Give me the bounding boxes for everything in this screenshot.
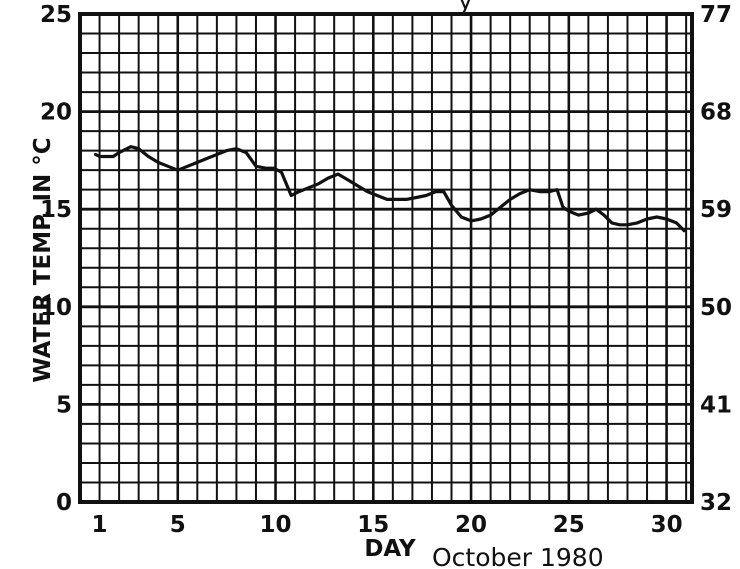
y2-tick-label: 59 (700, 197, 732, 223)
x-axis-ticks: 1 5 10 15 20 25 30 (92, 512, 683, 538)
y2-tick-label: 77 (700, 2, 732, 28)
y-tick-label: 10 (40, 295, 72, 321)
x-axis-title: DAY (364, 536, 416, 562)
plot-frame (78, 12, 694, 504)
y-tick-label: 5 (56, 392, 72, 418)
x-tick-label: 25 (553, 512, 585, 538)
y-tick-label: 25 (40, 2, 72, 28)
chart-caption: October 1980 (432, 543, 604, 569)
x-tick-label: 15 (357, 512, 389, 538)
x-tick-label: 10 (260, 512, 292, 538)
y2-tick-label: 50 (700, 295, 732, 321)
y-axis-title: WATER TEMP. IN °C (30, 137, 56, 382)
y-tick-label: 0 (56, 490, 72, 516)
grid (80, 14, 692, 502)
series-lines (94, 145, 686, 233)
y-tick-label: 15 (40, 197, 72, 223)
x-tick-label: 20 (455, 512, 487, 538)
x-tick-label: 5 (170, 512, 186, 538)
secondary-y-axis-ticks: 32 41 50 59 68 77 (700, 2, 732, 516)
y2-tick-label: 32 (700, 490, 732, 516)
y2-tick-label: 68 (700, 100, 732, 126)
y2-tick-label: 41 (700, 392, 732, 418)
series-line (94, 145, 686, 233)
y-axis-ticks: 0 5 10 15 20 25 (40, 2, 72, 516)
chart-title-fragment: y (458, 0, 473, 15)
y-tick-label: 20 (40, 100, 72, 126)
x-tick-label: 30 (651, 512, 683, 538)
x-tick-label: 1 (92, 512, 108, 538)
